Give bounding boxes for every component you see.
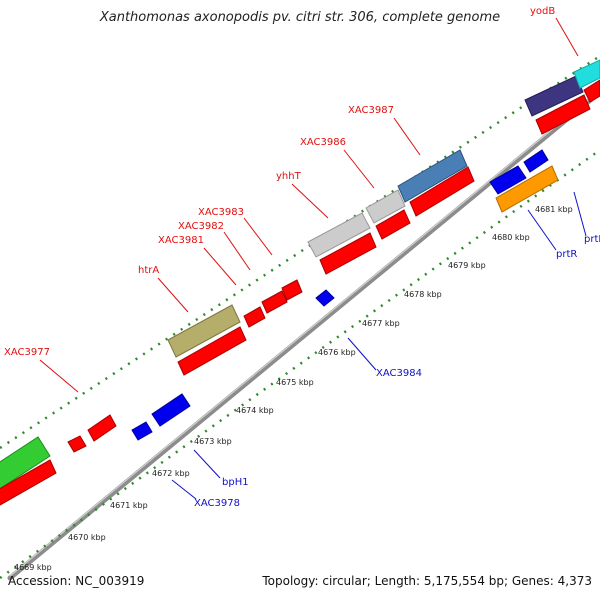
red-gene [583, 79, 600, 103]
gene-label-yhhT: yhhT [276, 171, 302, 182]
gene-label-XAC3984: XAC3984 [376, 368, 422, 379]
red-gene [87, 414, 117, 442]
kbp-label: 4672 kbp [152, 469, 190, 478]
red-gene [375, 209, 411, 240]
lower-callouts [171, 191, 587, 500]
red-gene [243, 306, 266, 328]
gene-label-htrA: htrA [138, 265, 159, 276]
gene-label-XAC3987: XAC3987 [348, 105, 394, 116]
feature-green-gene[interactable] [0, 436, 51, 494]
gene-label-XAC3978: XAC3978 [194, 498, 240, 509]
gene-label-XAC3977: XAC3977 [4, 347, 50, 358]
feature-grey-yhhT[interactable] [307, 212, 371, 258]
kbp-label: 4670 kbp [68, 533, 106, 542]
red-gene [177, 326, 247, 376]
gene-label-XAC3983: XAC3983 [198, 207, 244, 218]
feature-steel-XAC3987[interactable] [397, 149, 468, 203]
kbp-label: 4671 kbp [110, 501, 148, 510]
accession-text: Accession: NC_003919 [8, 574, 145, 588]
gene-label-XAC3981: XAC3981 [158, 235, 204, 246]
gene-label-XAC3982: XAC3982 [178, 221, 224, 232]
kbp-label: 4669 kbp [14, 563, 52, 572]
red-gene [0, 459, 57, 506]
red-gene [281, 279, 303, 301]
genome-backbone-highlight [9, 89, 600, 577]
lower-gene-labels: XAC3978 bpH1 XAC3984 prtR prtI [194, 234, 600, 509]
blue-gene-XAC3984 [315, 289, 335, 307]
upper-callouts [39, 17, 579, 393]
gene-label-yodB: yodB [530, 6, 555, 17]
lower-tick-track [0, 148, 600, 580]
genome-backbone [7, 89, 600, 581]
gene-label-bpH1: bpH1 [222, 477, 249, 488]
red-gene [409, 166, 475, 217]
kbp-label: 4676 kbp [318, 348, 356, 357]
kbp-label: 4674 kbp [236, 406, 274, 415]
red-gene [261, 290, 288, 314]
kbp-label: 4680 kbp [492, 233, 530, 242]
red-gene [319, 232, 377, 275]
kbp-scale-labels: 4669 kbp 4670 kbp 4671 kbp 4672 kbp 4673… [14, 205, 573, 572]
kbp-label: 4675 kbp [276, 378, 314, 387]
kbp-label: 4678 kbp [404, 290, 442, 299]
blue-gene-XAC3978 [131, 421, 153, 441]
gene-label-prtI: prtI [584, 234, 600, 245]
blue-genes [131, 149, 559, 441]
feature-grey-XAC3986[interactable] [365, 189, 406, 224]
red-gene [67, 435, 87, 453]
feature-navy-yodB[interactable] [524, 75, 584, 117]
gene-label-prtR: prtR [556, 249, 577, 260]
kbp-label: 4681 kbp [535, 205, 573, 214]
red-genes [0, 79, 600, 506]
upper-tick-track [0, 54, 600, 450]
feature-olive-htrA[interactable] [167, 304, 241, 358]
feature-cyan-gene[interactable] [573, 59, 600, 89]
upper-gene-labels: XAC3977 htrA XAC3981 XAC3982 XAC3983 yhh… [4, 6, 555, 358]
genome-summary-text: Topology: circular; Length: 5,175,554 bp… [262, 574, 592, 588]
orange-gene-prtI [495, 165, 559, 213]
genome-title: Xanthomonas axonopodis pv. citri str. 30… [99, 10, 501, 25]
red-gene [535, 94, 591, 135]
kbp-label: 4673 kbp [194, 437, 232, 446]
blue-gene-bpH1 [151, 393, 191, 427]
blue-gene [523, 149, 549, 173]
kbp-label: 4677 kbp [362, 319, 400, 328]
kbp-label: 4679 kbp [448, 261, 486, 270]
blue-gene-prtR [489, 165, 527, 195]
gene-label-XAC3986: XAC3986 [300, 137, 346, 148]
